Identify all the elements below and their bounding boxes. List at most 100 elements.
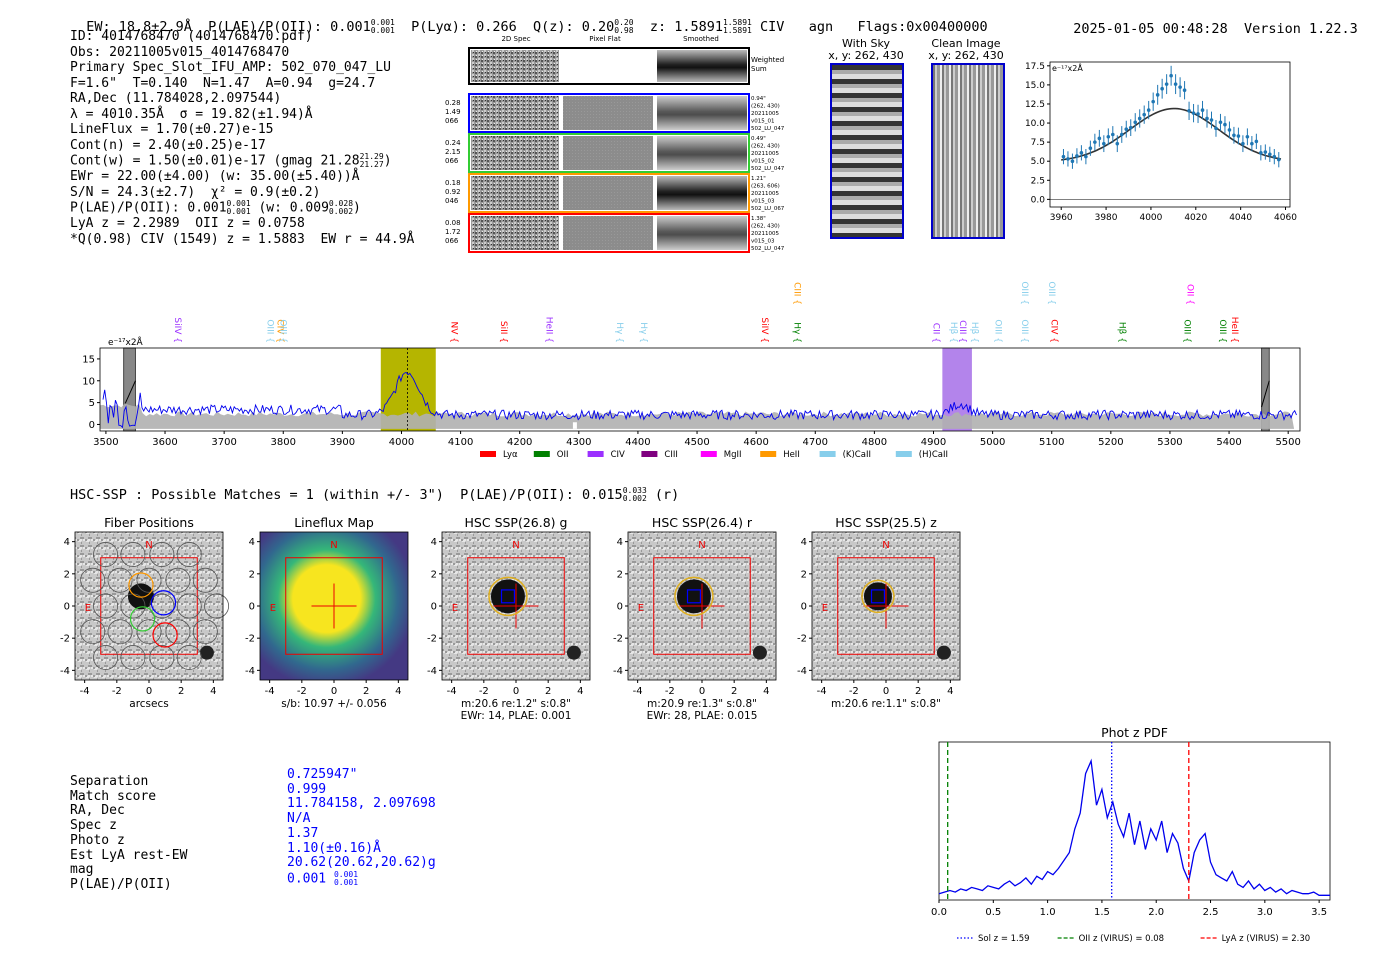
x-tick-label: -2 <box>849 686 859 697</box>
value-plae: 0.001 0.001 0.001 <box>287 869 359 887</box>
y-tick-label: 0 <box>249 602 255 613</box>
data-point <box>1169 73 1173 78</box>
legend-label: OII z (VIRUS) = 0.08 <box>1079 934 1165 944</box>
label-separation: Separation <box>70 774 149 789</box>
east-label: E <box>452 603 458 614</box>
line-id-label: OIII { <box>277 319 287 343</box>
data-point <box>1155 93 1160 97</box>
data-point <box>1218 120 1223 125</box>
fiber-2d-spec <box>471 96 559 130</box>
data-point <box>1263 150 1268 154</box>
col-header-smoothed: Smoothed <box>683 35 719 43</box>
legend-swatch <box>641 451 658 457</box>
clean-image-cutout <box>931 63 1005 239</box>
data-point <box>1151 99 1155 104</box>
search-box <box>837 557 935 655</box>
search-box <box>100 557 198 655</box>
fiber-smoothed <box>657 216 747 250</box>
legend-label: (K)CaII <box>843 450 871 460</box>
matched-fiber-circle <box>152 622 178 648</box>
hsc-caption: EWr: 28, PLAE: 0.015 <box>647 710 758 722</box>
data-point <box>1160 86 1164 91</box>
y-tick-label: 0 <box>617 602 623 613</box>
header-right: 2025-01-05 00:48:28 Version 1.22.3 <box>1057 5 1358 37</box>
hsc-header: HSC-SSP : Possible Matches = 1 (within +… <box>70 486 680 504</box>
info-contn: Cont(n) = 2.40(±0.25)e-17 <box>70 137 266 153</box>
x-tick-label: 4 <box>577 686 583 697</box>
hsc-imaging-panels: Fiber Positions N E -4 -4 -2 -2 0 0 2 2 4 4 arcsecs Li… <box>60 515 961 722</box>
fiber-right-label: 1.21" <box>751 176 766 182</box>
timestamp: 2025-01-05 00:48:28 <box>1073 21 1228 37</box>
data-point <box>1276 157 1281 162</box>
header-tail: CIV agn Flags:0x00400000 <box>751 19 988 35</box>
x-tick-label: 5500 <box>1275 437 1300 448</box>
fiber-left-label: 066 <box>445 117 459 125</box>
neighbor-blob <box>752 645 767 660</box>
y-tick-label: -4 <box>60 666 70 677</box>
fiber-circle <box>204 593 230 619</box>
y-tick-label: -4 <box>613 666 623 677</box>
line-id-label: OIII { <box>1019 281 1029 305</box>
fiber-circle <box>136 567 162 593</box>
version: Version 1.22.3 <box>1243 21 1358 37</box>
line-id-label: SiIV { <box>759 317 769 343</box>
x-tick-label: 4300 <box>566 437 591 448</box>
y-tick-label: 4 <box>64 537 70 548</box>
x-tick-label: 5400 <box>1216 437 1241 448</box>
data-point <box>1268 152 1272 157</box>
line-id-label: OII { <box>1185 284 1195 305</box>
masked-hatch <box>1261 380 1270 408</box>
data-point <box>1173 82 1178 86</box>
north-label: N <box>698 540 705 551</box>
y-tick-label: 4 <box>617 537 623 548</box>
col-header-2d: 2D Spec <box>501 35 530 43</box>
search-box <box>653 557 751 655</box>
x-tick-label: 4 <box>947 686 953 697</box>
fiber-right-label: v015_03 <box>751 199 775 205</box>
line-id-label: OIII { <box>1046 281 1056 305</box>
data-point <box>1191 111 1196 115</box>
x-tick-label: 5000 <box>980 437 1005 448</box>
y-tick-label: 2 <box>431 569 437 580</box>
hsc-caption: s/b: 10.97 +/- 0.056 <box>281 698 387 710</box>
source-blob <box>490 579 525 614</box>
info-contw: Cont(w) = 1.50(±0.01)e-17 (gmag 21.2821.… <box>70 152 392 169</box>
fiber-left-label: 066 <box>445 157 459 165</box>
fiber-left-label: 1.49 <box>445 108 461 116</box>
value-separation: 0.725947" <box>287 767 358 782</box>
fiber-circle <box>107 619 133 645</box>
data-point <box>1137 116 1142 121</box>
neighbor-blob <box>936 645 951 660</box>
info-params: F=1.6" T=0.140 N=1.47 A=0.94 g=24.7 <box>70 75 376 91</box>
weighted-smoothed <box>657 50 747 82</box>
line-id-label: OIII { <box>1217 319 1227 343</box>
fiber-circle <box>165 619 191 645</box>
clean-image-title: Clean Image x, y: 262, 430 <box>928 37 1004 62</box>
fiber-right-label: v015_01 <box>751 119 775 125</box>
y-tick-label: 0 <box>89 420 95 431</box>
y-tick-label: 0 <box>64 602 70 613</box>
fiber-right-label: 502_LU_047 <box>751 166 785 172</box>
x-tick-label: 3800 <box>271 437 296 448</box>
x-tick-label: 3.0 <box>1257 907 1273 918</box>
fiber-circle <box>149 542 175 567</box>
y-tick-label: 17.5 <box>1025 62 1045 72</box>
fiber-pixel-flat <box>563 216 653 250</box>
full-spectrum-plot: 3500 3600 3700 3800 3900 4000 4100 4200 4300 4400… <box>82 281 1301 460</box>
data-point <box>1259 151 1263 155</box>
east-label: E <box>638 603 644 614</box>
data-point <box>1115 141 1120 146</box>
data-point <box>1196 112 1200 116</box>
hsc-panel-title: Lineflux Map <box>294 515 374 530</box>
fiber-left-label: 0.92 <box>445 188 461 196</box>
y-tick-label: 4 <box>801 537 807 548</box>
fiber-circle <box>93 645 119 670</box>
y-tick-label: 12.5 <box>1025 100 1045 110</box>
fiber-right-label: v015_03 <box>751 239 775 245</box>
y-tick-label: 2 <box>64 569 70 580</box>
data-point <box>1232 133 1236 138</box>
fiber-smoothed <box>657 96 747 130</box>
fiber-right-label: 20211005 <box>751 191 779 197</box>
pdf-curve <box>938 758 1330 896</box>
x-tick-label: 5100 <box>1039 437 1064 448</box>
